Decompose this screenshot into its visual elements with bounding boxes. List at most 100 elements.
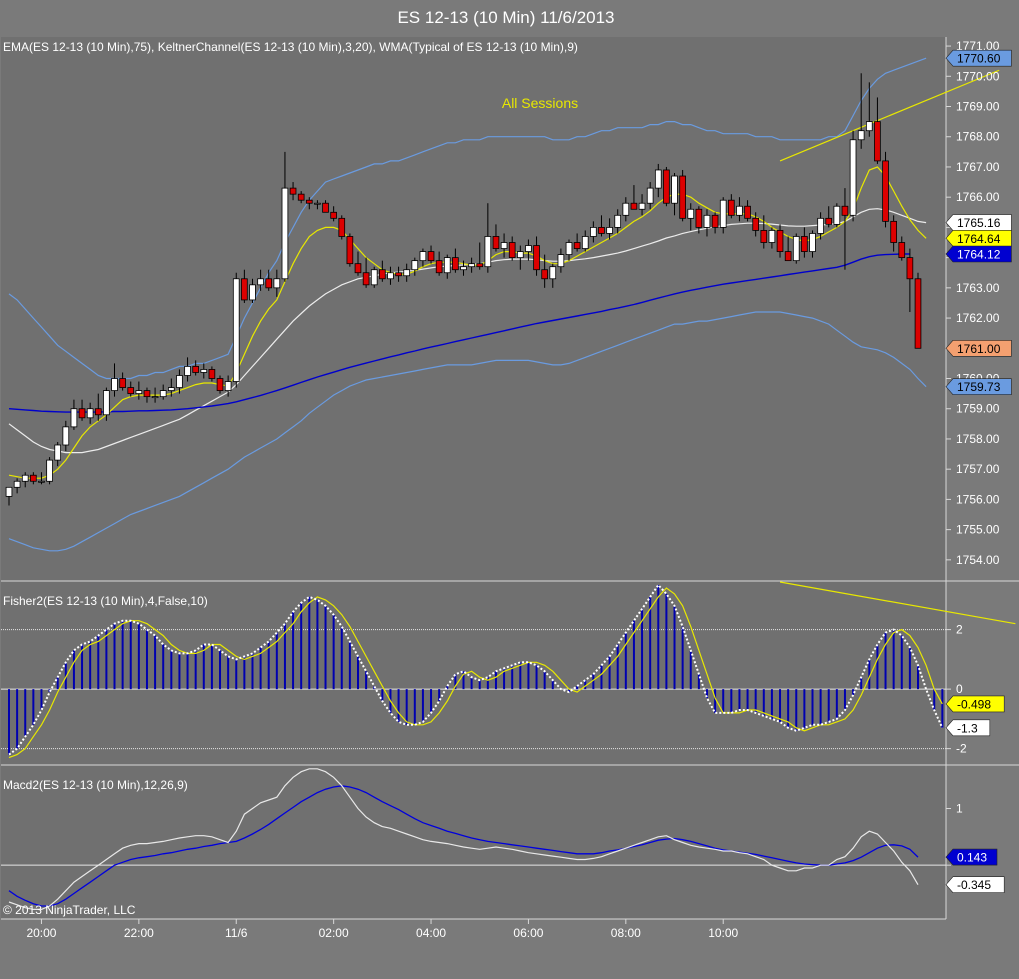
candle	[281, 151, 289, 282]
candle	[305, 197, 313, 210]
candle-body	[468, 263, 475, 268]
candle	[492, 224, 500, 252]
candle	[801, 227, 808, 258]
candle	[817, 212, 824, 240]
candle	[362, 257, 370, 288]
candle	[159, 384, 167, 400]
value-marker: 1759.73	[945, 378, 1012, 395]
candle	[224, 375, 232, 397]
candle	[663, 166, 670, 207]
candle-body	[176, 375, 183, 388]
candle	[622, 197, 630, 222]
candle	[671, 173, 678, 216]
candle-body	[224, 381, 232, 391]
candle-body	[427, 251, 435, 262]
candle	[833, 203, 841, 228]
candle-body	[703, 214, 711, 228]
candle	[151, 387, 159, 403]
candle	[241, 269, 248, 303]
candle	[565, 239, 573, 261]
candle	[703, 209, 711, 237]
value-marker-box	[945, 245, 1012, 263]
candle	[573, 233, 581, 252]
fisher-line	[8, 583, 944, 756]
candle-body	[411, 260, 419, 271]
price-tick-label: 1771.00	[956, 39, 1000, 53]
value-marker-label: 1770.60	[957, 52, 1001, 66]
candle-body	[890, 220, 897, 243]
candle	[103, 387, 110, 421]
candle	[784, 236, 792, 262]
candle-body	[719, 199, 727, 228]
candle-body	[898, 242, 906, 259]
macd-tick-label: 1	[956, 802, 963, 816]
candle-body	[533, 245, 540, 271]
candle	[792, 233, 800, 264]
candle-body	[21, 474, 29, 482]
candle	[581, 230, 589, 252]
candle	[865, 82, 873, 137]
price-trendline	[779, 69, 1000, 162]
candle-body	[914, 278, 922, 349]
candle-body	[736, 205, 743, 216]
value-marker-label: 0.143	[957, 851, 987, 865]
fisher-tick-label: -2	[956, 742, 967, 756]
value-marker: 0.143	[945, 848, 998, 866]
candle-body	[776, 230, 784, 252]
candle-body	[200, 369, 208, 373]
candle-body	[419, 251, 427, 262]
value-marker: -0.345	[945, 876, 1005, 894]
value-marker-box	[945, 719, 991, 737]
value-marker-box	[945, 876, 1005, 894]
candle	[874, 97, 881, 164]
candle	[598, 215, 605, 237]
keltner-lower-line	[8, 311, 927, 552]
candle-body	[281, 187, 289, 280]
candle-body	[94, 408, 102, 416]
candle	[541, 254, 548, 288]
candle-body	[581, 236, 589, 249]
candle	[257, 269, 264, 291]
candle	[322, 200, 329, 213]
candle-body	[768, 230, 776, 243]
candle-body	[484, 236, 492, 268]
time-tick-label: 20:00	[26, 926, 56, 940]
candle	[525, 239, 532, 261]
candle-body	[30, 474, 37, 482]
candle-body	[70, 408, 78, 428]
candle	[94, 393, 102, 421]
value-marker: 1764.12	[945, 245, 1012, 263]
candle	[752, 212, 760, 237]
price-tick-label: 1763.00	[956, 281, 1000, 295]
candle	[809, 230, 816, 258]
candle	[111, 363, 118, 397]
candle	[289, 182, 297, 201]
candle	[411, 257, 419, 276]
fisher-tick-label: 0	[956, 682, 963, 696]
candle-body	[167, 387, 175, 392]
time-tick-label: 22:00	[124, 926, 154, 940]
price-pane-candles	[5, 73, 922, 506]
candle-body	[801, 236, 808, 252]
candle-body	[322, 202, 329, 213]
candle	[590, 221, 597, 243]
value-marker-label: 1764.12	[957, 247, 1001, 261]
value-marker: 1765.16	[945, 214, 1012, 231]
candle-body	[508, 242, 516, 259]
candle	[30, 472, 37, 485]
value-marker-box	[945, 229, 1012, 247]
copyright-text: © 2013 NinjaTrader, LLC	[3, 903, 136, 917]
candle	[825, 206, 833, 228]
candle	[135, 381, 143, 400]
fisher-trendline	[779, 581, 1016, 625]
all-sessions-annotation: All Sessions	[502, 95, 578, 111]
candle-body	[216, 378, 224, 391]
candle	[557, 248, 565, 273]
candle-body	[744, 205, 751, 219]
candle	[768, 227, 776, 249]
time-tick-label: 02:00	[319, 926, 349, 940]
time-axis: 20:00 22:00 11/6 02:00 04:00 06:00 08:00 10:00	[26, 919, 739, 940]
value-marker: 1764.64	[945, 229, 1012, 247]
